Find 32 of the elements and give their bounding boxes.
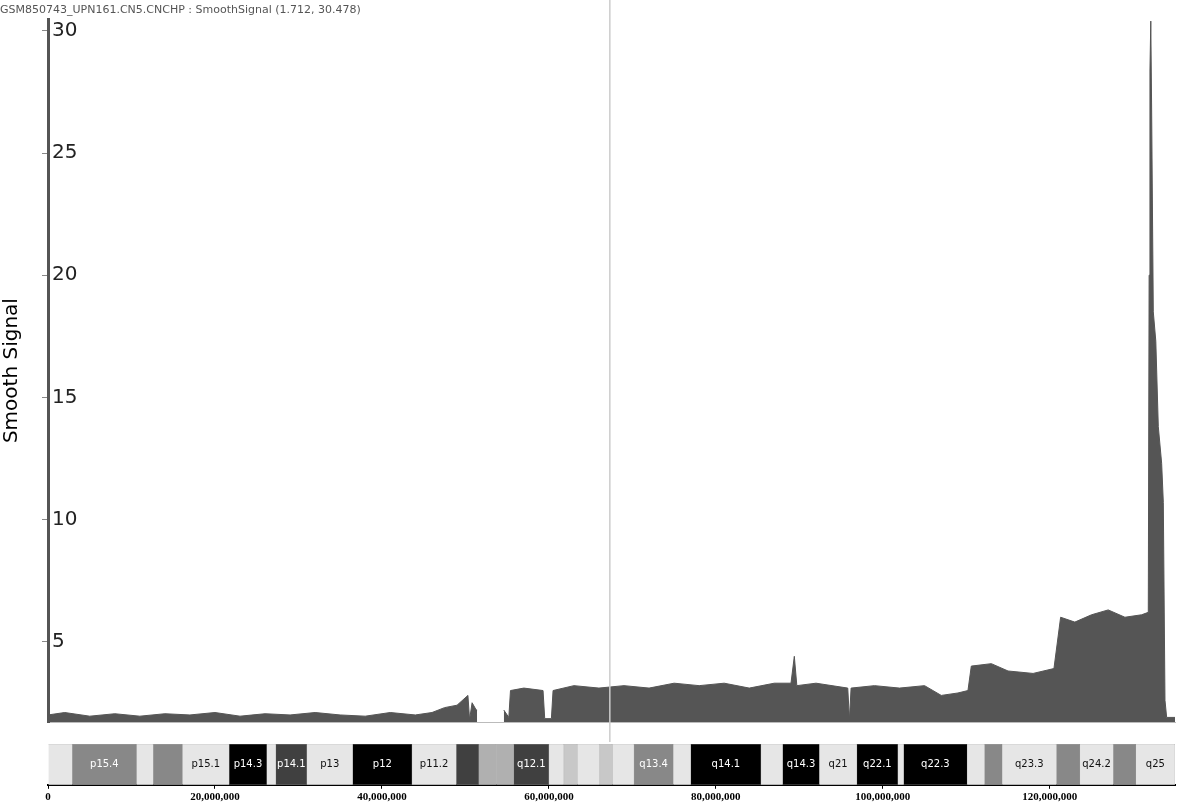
- x-tick-label: 60,000,000: [524, 790, 575, 803]
- series-label: q24.2: [1082, 757, 1111, 769]
- y-tick-label: 10: [52, 505, 78, 530]
- series-label: q21: [828, 757, 848, 769]
- x-tick-label: 80,000,000: [691, 790, 742, 803]
- series-label: p12: [372, 757, 392, 769]
- series-label: q14.3: [786, 757, 816, 769]
- y-tick-label: 15: [52, 383, 78, 408]
- x-tick-label: 0: [45, 790, 52, 803]
- x-tick-label: 20,000,000: [190, 790, 241, 803]
- series-label: q23.3: [1015, 757, 1044, 769]
- series-label: q14.1: [711, 757, 741, 769]
- x-tick-label: 120,000,000: [1022, 790, 1078, 803]
- y-tick-label: 5: [52, 627, 65, 652]
- y-tick-label: 25: [52, 139, 78, 164]
- series-label: p13: [320, 757, 340, 769]
- y-tick-label: 20: [52, 261, 78, 286]
- series-label: p15.4: [90, 757, 119, 769]
- series-label: p14.3: [233, 757, 263, 769]
- y-tick-label: 30: [52, 17, 78, 42]
- x-tick-label: 40,000,000: [357, 790, 408, 803]
- series-label: q22.1: [863, 757, 892, 769]
- series-label: q25: [1145, 757, 1165, 769]
- x-tick-label: 100,000,000: [855, 790, 911, 803]
- series-label: q12.1: [517, 757, 546, 769]
- series-label: q22.3: [921, 757, 950, 769]
- series-label: p15.1: [191, 757, 221, 769]
- chart-title: GSM850743_UPN161.CN5.CNCHP : SmoothSignal (1.712, 30.478): [0, 3, 361, 17]
- y-axis-title: Smooth Signal: [0, 298, 23, 444]
- series-label: q13.4: [639, 757, 668, 769]
- series-label: p14.1: [277, 757, 306, 769]
- series-label: p11.2: [419, 757, 449, 769]
